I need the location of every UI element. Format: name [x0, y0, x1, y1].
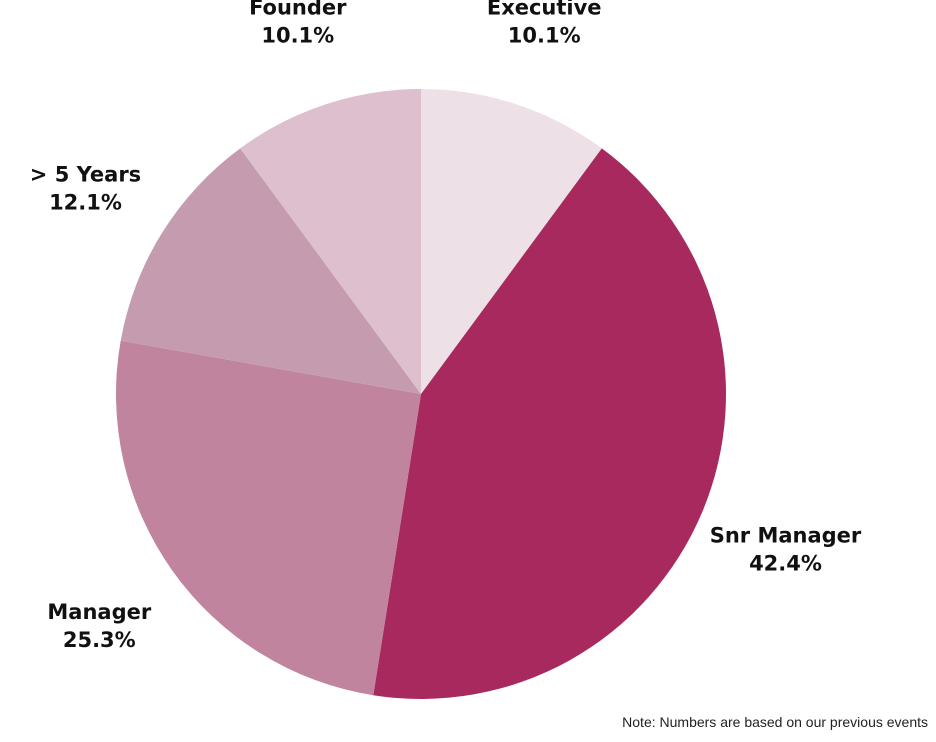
- pie-slice-founder: [240, 89, 421, 394]
- pie-label-executive: Executive 10.1%: [487, 0, 602, 48]
- pie-label-5-years: > 5 Years 12.1%: [30, 163, 141, 215]
- pie-labels: Executive 10.1% Snr Manager 42.4% Manager 25.…: [30, 0, 862, 652]
- pie-label-name: Snr Manager: [710, 523, 862, 547]
- pie-slice-5-years: [120, 148, 422, 394]
- pie-slice-snr-manager: [373, 148, 726, 699]
- pie-label-founder: Founder 10.1%: [249, 0, 347, 48]
- pie-label-name: > 5 Years: [30, 163, 141, 187]
- pie-slice-manager: [116, 340, 421, 696]
- pie-label-value: 42.4%: [749, 551, 822, 575]
- pie-label-name: Manager: [47, 600, 151, 624]
- pie-label-value: 10.1%: [261, 24, 334, 48]
- pie-label-manager: Manager 25.3%: [47, 600, 151, 652]
- pie-label-name: Executive: [487, 0, 602, 20]
- footnote: Note: Numbers are based on our previous …: [622, 714, 928, 730]
- pie-label-value: 10.1%: [508, 24, 581, 48]
- pie-slice-executive: [421, 89, 602, 394]
- pie-label-name: Founder: [249, 0, 347, 20]
- pie-label-value: 12.1%: [49, 191, 122, 215]
- pie-slices: [116, 89, 726, 699]
- pie-label-value: 25.3%: [63, 628, 136, 652]
- pie-label-snr-manager: Snr Manager 42.4%: [710, 523, 862, 575]
